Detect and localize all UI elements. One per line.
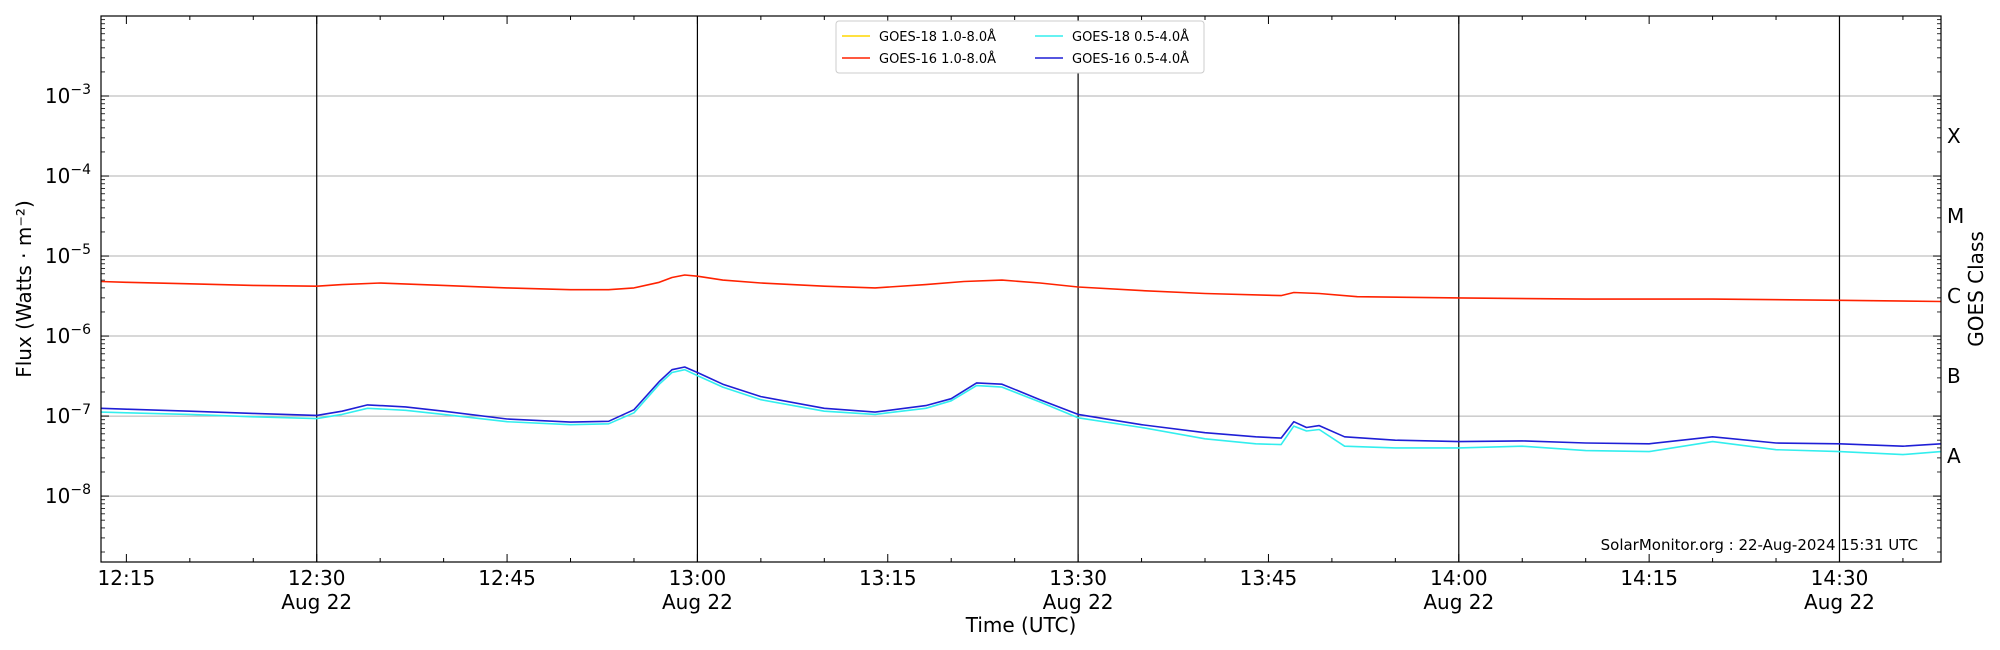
x-tick-label: 12:30 — [288, 566, 346, 590]
series-line — [100, 368, 1942, 456]
x-tick-date-label: Aug 22 — [1804, 590, 1875, 614]
legend-label: GOES-16 0.5-4.0Å — [1072, 51, 1189, 67]
vertical-lines-layer — [316, 16, 1841, 562]
y-axis-title: Flux (Watts · m⁻²) — [12, 200, 36, 378]
x-tick-label: 14:30 — [1811, 566, 1869, 590]
x-tick-label: 12:45 — [478, 566, 536, 590]
x-tick-label: 13:30 — [1049, 566, 1107, 590]
goes-class-labels: A B C M X — [1947, 124, 1964, 468]
x-tick-date-label: Aug 22 — [1043, 590, 1114, 614]
y-tick-labels: 10−8 10−7 10−6 10−5 10−4 10−3 — [45, 82, 91, 508]
y-tick-label: 10−6 — [45, 322, 91, 348]
goes-class-label: X — [1947, 124, 1961, 148]
x-tick-date-label: Aug 22 — [662, 590, 733, 614]
grid-layer — [101, 95, 1941, 497]
tick-layer — [101, 16, 1941, 562]
legend-label: GOES-18 1.0-8.0Å — [879, 29, 996, 45]
series-line — [100, 366, 1942, 447]
plot-frame — [100, 15, 1942, 563]
x-tick-label: 14:15 — [1620, 566, 1678, 590]
goes-class-label: A — [1947, 444, 1961, 468]
y-tick-label: 10−8 — [45, 482, 91, 508]
x-tick-label: 13:45 — [1240, 566, 1298, 590]
x-tick-label: 13:15 — [859, 566, 917, 590]
x-tick-label: 12:15 — [98, 566, 156, 590]
goes-class-label: C — [1947, 284, 1961, 308]
right-axis-title: GOES Class — [1964, 231, 1988, 347]
x-tick-label: 13:00 — [669, 566, 727, 590]
x-axis-title: Time (UTC) — [965, 613, 1077, 637]
y-tick-label: 10−3 — [45, 82, 91, 108]
legend-box — [835, 20, 1205, 74]
x-tick-date-label: Aug 22 — [281, 590, 352, 614]
goes-class-label: B — [1947, 364, 1961, 388]
y-tick-label: 10−5 — [45, 242, 91, 268]
x-tick-date-label: Aug 22 — [1423, 590, 1494, 614]
series-line — [100, 274, 1942, 303]
series-layer — [100, 274, 1942, 456]
y-tick-label: 10−7 — [45, 402, 91, 428]
legend-label: GOES-16 1.0-8.0Å — [879, 51, 996, 67]
y-tick-label: 10−4 — [45, 162, 91, 188]
x-tick-label: 14:00 — [1430, 566, 1488, 590]
goes-class-label: M — [1947, 204, 1964, 228]
legend: GOES-18 1.0-8.0Å GOES-16 1.0-8.0Å GOES-18 … — [835, 20, 1205, 74]
watermark: SolarMonitor.org : 22-Aug-2024 15:31 UTC — [1601, 536, 1918, 554]
legend-label: GOES-18 0.5-4.0Å — [1072, 29, 1189, 45]
